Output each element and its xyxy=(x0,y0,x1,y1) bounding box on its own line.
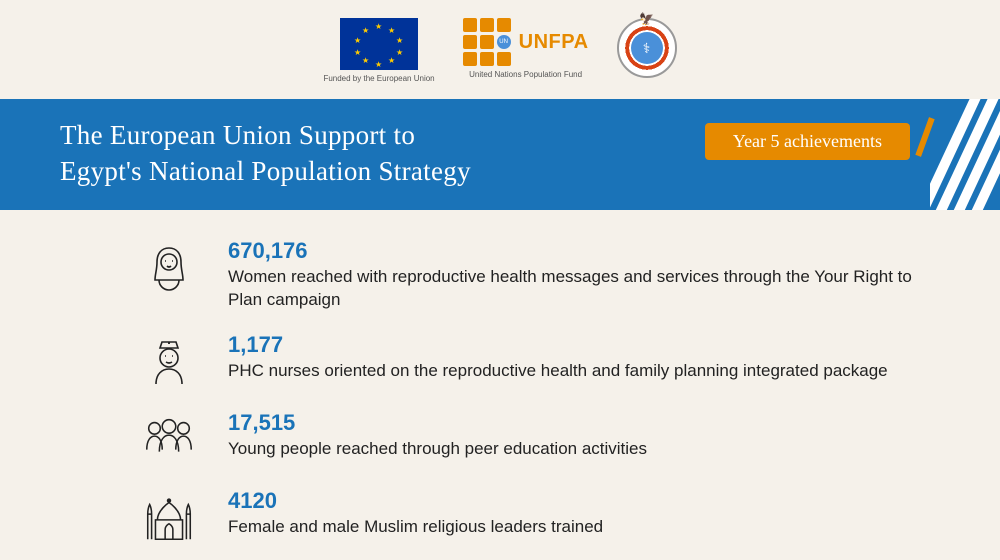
stat-desc: PHC nurses oriented on the reproductive … xyxy=(228,360,930,383)
title-banner: The European Union Support to Egypt's Na… xyxy=(0,99,1000,210)
egypt-logo-block: 🦅 ⚕ xyxy=(617,18,677,78)
title-line2: Egypt's National Population Strategy xyxy=(60,156,471,186)
stat-row: 4120 Female and male Muslim religious le… xyxy=(140,488,930,546)
logos-row: ★ ★ ★ ★ ★ ★ ★ ★ ★ ★ Funded by the Europe… xyxy=(0,0,1000,93)
woman-hijab-icon xyxy=(140,238,198,296)
eu-flag-icon: ★ ★ ★ ★ ★ ★ ★ ★ ★ ★ xyxy=(340,18,418,70)
stat-row: 670,176 Women reached with reproductive … xyxy=(140,238,930,312)
nurse-icon xyxy=(140,332,198,390)
stat-number: 4120 xyxy=(228,488,930,514)
eu-caption: Funded by the European Union xyxy=(323,74,434,83)
stat-content: 17,515 Young people reached through peer… xyxy=(228,410,930,461)
unfpa-caption: United Nations Population Fund xyxy=(469,70,582,79)
mosque-icon xyxy=(140,488,198,546)
stat-number: 17,515 xyxy=(228,410,930,436)
title-line1: The European Union Support to xyxy=(60,120,415,150)
stats-list: 670,176 Women reached with reproductive … xyxy=(0,210,1000,546)
eu-logo-block: ★ ★ ★ ★ ★ ★ ★ ★ ★ ★ Funded by the Europe… xyxy=(323,18,434,83)
stat-desc: Women reached with reproductive health m… xyxy=(228,266,930,312)
young-people-icon xyxy=(140,410,198,468)
stat-row: 1,177 PHC nurses oriented on the reprodu… xyxy=(140,332,930,390)
stat-number: 1,177 xyxy=(228,332,930,358)
stat-content: 670,176 Women reached with reproductive … xyxy=(228,238,930,312)
unfpa-logo-icon: UN UNFPA xyxy=(463,18,589,66)
stat-content: 1,177 PHC nurses oriented on the reprodu… xyxy=(228,332,930,383)
stat-row: 17,515 Young people reached through peer… xyxy=(140,410,930,468)
stripes-decoration xyxy=(930,99,1000,210)
unfpa-logo-block: UN UNFPA United Nations Population Fund xyxy=(463,18,589,79)
stat-content: 4120 Female and male Muslim religious le… xyxy=(228,488,930,539)
stat-number: 670,176 xyxy=(228,238,930,264)
stat-desc: Female and male Muslim religious leaders… xyxy=(228,516,930,539)
year-badge: Year 5 achievements xyxy=(705,123,910,160)
stat-desc: Young people reached through peer educat… xyxy=(228,438,930,461)
egypt-ministry-icon: 🦅 ⚕ xyxy=(617,18,677,78)
unfpa-text: UNFPA xyxy=(519,31,589,54)
